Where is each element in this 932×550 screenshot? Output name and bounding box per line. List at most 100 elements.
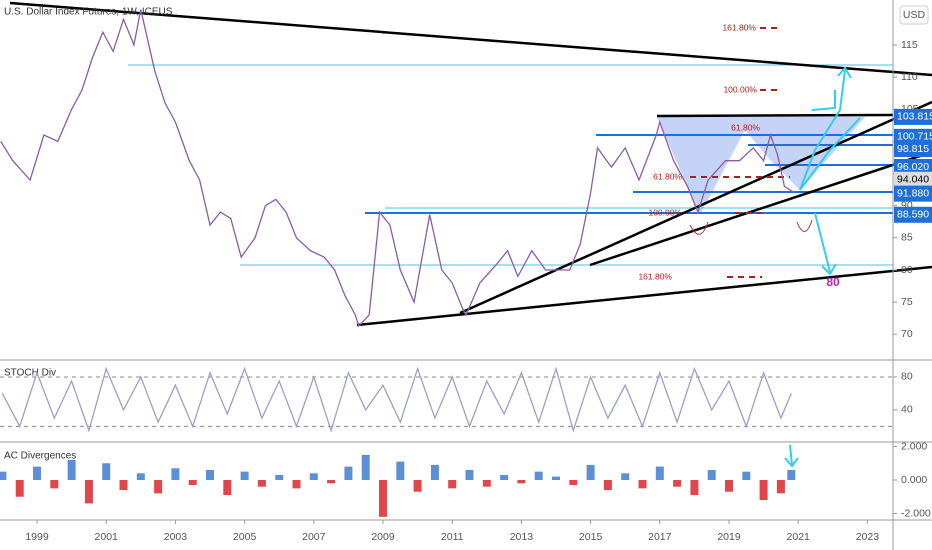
- chart-title: U.S. Dollar Index Futures, 1W, ICEUS: [4, 7, 173, 18]
- price-label: 100.715: [897, 131, 932, 143]
- bar: [119, 479, 128, 491]
- pane-title: STOCH Div: [4, 368, 56, 379]
- bar: [223, 479, 232, 496]
- curve-mark: [689, 221, 709, 235]
- x-tick-label: 2019: [717, 531, 741, 543]
- x-tick-label: 2023: [856, 531, 880, 543]
- price-label: 96.020: [897, 161, 929, 173]
- bar: [534, 471, 543, 480]
- fib-label: 100.00%: [648, 207, 682, 217]
- fib-label: 100.00%: [723, 84, 757, 94]
- trend-line: [9, 1, 932, 77]
- bar: [707, 469, 716, 480]
- x-tick-label: 2003: [164, 531, 188, 543]
- fib-label: 61.80%: [653, 171, 682, 181]
- bar: [759, 479, 768, 501]
- curve-mark: [796, 219, 813, 232]
- price-label-box: [894, 108, 932, 125]
- currency-label: USD: [903, 9, 926, 21]
- bar: [742, 471, 751, 480]
- bar: [725, 479, 734, 492]
- bar: [776, 479, 785, 494]
- bar: [67, 459, 76, 480]
- bar: [327, 479, 336, 484]
- x-tick-label: 2015: [579, 531, 603, 543]
- y-tick-label: 40: [901, 404, 913, 416]
- annotation: 80: [826, 275, 840, 289]
- bar: [517, 479, 526, 484]
- projection-arrows: [784, 66, 861, 468]
- bar: [50, 479, 59, 489]
- bar: [603, 479, 612, 491]
- price-label: 103.815: [897, 111, 932, 123]
- bar: [309, 473, 318, 480]
- bar: [0, 471, 7, 480]
- bar: [465, 469, 474, 480]
- y-tick-label: 80: [901, 371, 913, 383]
- bar: [787, 469, 796, 480]
- bar: [84, 479, 93, 504]
- bar: [136, 473, 145, 480]
- bar: [292, 479, 301, 489]
- x-tick-label: 2001: [95, 531, 119, 543]
- bar: [673, 479, 682, 487]
- price-line: [1, 366, 792, 433]
- drawings: [9, 1, 932, 468]
- pane-title: AC Divergences: [4, 451, 76, 462]
- price-label: 94.040: [897, 174, 929, 186]
- y-tick-label: 80: [901, 264, 913, 276]
- bar: [206, 469, 215, 480]
- y-tick-label: 115: [901, 39, 918, 51]
- bar: [33, 466, 42, 480]
- bar: [621, 473, 630, 480]
- x-tick-label: 1999: [25, 531, 49, 543]
- bar: [188, 479, 197, 486]
- price-label: 91.880: [897, 187, 929, 199]
- currency-box: [899, 5, 929, 25]
- bar: [655, 466, 664, 480]
- bar: [500, 474, 509, 480]
- bar: [430, 464, 439, 480]
- y-tick-label: 85: [901, 232, 913, 244]
- y-tick-label: 0.000: [901, 474, 927, 486]
- trend-line: [356, 265, 932, 327]
- trend-line: [656, 113, 894, 118]
- price-label-box: [894, 159, 932, 176]
- x-tick-label: 2021: [787, 531, 811, 543]
- bar: [638, 479, 647, 489]
- bar: [569, 479, 578, 486]
- price-label: 88.590: [897, 209, 929, 221]
- pattern-fill: [657, 117, 865, 215]
- fib-label: 161.80%: [722, 22, 756, 32]
- price-label: 98.815: [897, 143, 929, 155]
- bar: [552, 476, 561, 480]
- price-label-box: [894, 185, 932, 202]
- bar: [102, 463, 111, 480]
- y-tick-label: 75: [901, 296, 913, 308]
- y-tick-label: 2.000: [901, 440, 927, 452]
- bar: [171, 468, 180, 480]
- bar: [257, 479, 266, 487]
- price-label-box: [894, 128, 932, 145]
- bar: [379, 479, 388, 517]
- price-line: [0, 9, 796, 328]
- bar: [275, 474, 284, 480]
- y-tick-label: 110: [901, 71, 918, 83]
- bar: [154, 479, 163, 494]
- y-tick-label: -2.000: [901, 507, 931, 519]
- fib-label: 161.80%: [638, 271, 672, 281]
- y-tick-label: 70: [901, 328, 913, 340]
- bar: [396, 461, 405, 480]
- price-label-box: [894, 141, 932, 158]
- x-tick-label: 2009: [371, 531, 395, 543]
- bar: [448, 479, 457, 489]
- fib-lines: [690, 27, 790, 278]
- x-tick-label: 2005: [233, 531, 257, 543]
- trend-line: [589, 150, 932, 267]
- x-tick-label: 2013: [510, 531, 534, 543]
- bar: [482, 479, 491, 487]
- fib-label: 61.80%: [731, 122, 760, 132]
- bar: [413, 479, 422, 492]
